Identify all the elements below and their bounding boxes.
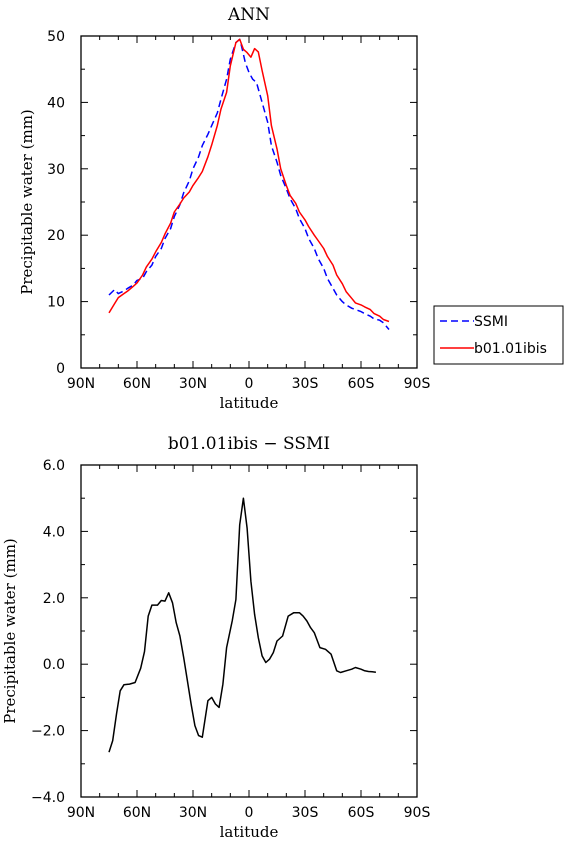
- y-tick-label: −4.0: [31, 790, 65, 806]
- x-tick-label: 30S: [292, 376, 319, 392]
- y-tick-label: 0.0: [43, 657, 65, 673]
- y-tick-label: 30: [47, 162, 65, 178]
- legend-label: b01.01ibis: [474, 341, 547, 357]
- x-tick-label: 30N: [179, 376, 207, 392]
- y-tick-label: 10: [47, 295, 65, 311]
- y-tick-label: −2.0: [31, 724, 65, 740]
- chart-title: b01.01ibis − SSMI: [168, 434, 330, 454]
- x-tick-label: 60S: [348, 376, 375, 392]
- plot-frame: [80, 464, 418, 798]
- y-tick-label: 0: [56, 361, 65, 377]
- y-tick-label: 6.0: [43, 458, 65, 474]
- y-tick-label: 20: [47, 228, 65, 244]
- legend-box: [433, 305, 564, 365]
- y-tick-label: 40: [47, 95, 65, 111]
- y-axis-label: Precipitable water (mm): [1, 538, 19, 724]
- plot-frame: [80, 35, 418, 369]
- x-tick-label: 60N: [123, 805, 151, 821]
- chart-title: ANN: [227, 5, 270, 25]
- y-tick-label: 50: [47, 29, 65, 45]
- chart-1: ANN 90N 60N 30N 0 30S 60S 90S 0 10 20 30 40 50 latitud…: [18, 5, 564, 412]
- x-tick-label: 60N: [123, 376, 151, 392]
- x-tick-label: 0: [245, 376, 254, 392]
- chart-2: b01.01ibis − SSMI 90N 60N 30N 0 30S 60S 90S −4.0…: [1, 434, 430, 841]
- series-line: [108, 497, 376, 753]
- x-tick-label: 90N: [67, 805, 95, 821]
- legend-label: SSMI: [474, 314, 508, 330]
- x-tick-label: 90S: [404, 805, 431, 821]
- x-axis-label: latitude: [220, 823, 279, 841]
- x-tick-label: 60S: [348, 805, 375, 821]
- x-tick-label: 90N: [67, 376, 95, 392]
- x-tick-label: 90S: [404, 376, 431, 392]
- y-tick-label: 2.0: [43, 591, 65, 607]
- x-tick-label: 0: [245, 805, 254, 821]
- x-tick-label: 30N: [179, 805, 207, 821]
- x-axis-label: latitude: [220, 394, 279, 412]
- series-line-b01-01ibis: [108, 38, 390, 323]
- series-line-ssmi: [108, 38, 390, 330]
- y-tick-label: 4.0: [43, 524, 65, 540]
- x-tick-label: 30S: [292, 805, 319, 821]
- legend: SSMI b01.01ibis: [433, 305, 564, 365]
- y-axis-label: Precipitable water (mm): [18, 109, 36, 295]
